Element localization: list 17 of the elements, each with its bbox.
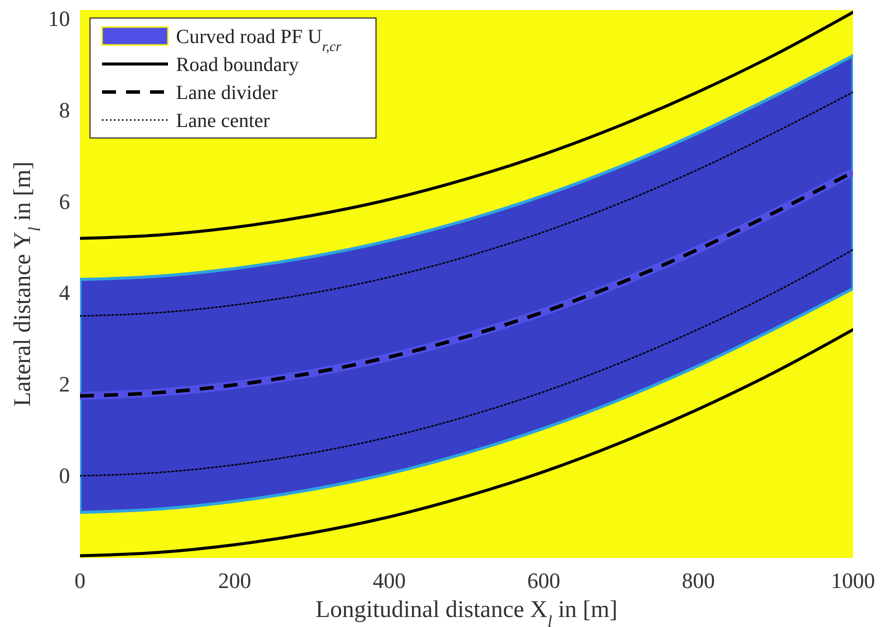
x-tick-label: 400 [372, 568, 406, 593]
legend-label: Road boundary [176, 54, 299, 76]
y-tick-label: 6 [59, 188, 70, 214]
x-tick-label: 1000 [831, 568, 875, 593]
x-axis-title: Longitudinal distance X$_{l}$ in [m] [316, 597, 618, 627]
x-tick-label: 200 [218, 568, 252, 593]
y-tick-label: 2 [59, 371, 70, 396]
y-tick-label: 10 [48, 6, 70, 32]
legend-label: Lane center [176, 110, 270, 132]
x-tick-label: 0 [74, 568, 86, 593]
x-tick-label: 600 [527, 568, 560, 593]
y-tick-label: 8 [59, 97, 70, 122]
y-tick-label: 0 [59, 462, 70, 488]
y-tick-label: 4 [59, 280, 70, 306]
legend-label: Lane divider [176, 82, 278, 104]
legend-label: Curved road PF U$_{r,cr}$ [176, 26, 342, 54]
x-tick-label: 800 [682, 568, 715, 593]
